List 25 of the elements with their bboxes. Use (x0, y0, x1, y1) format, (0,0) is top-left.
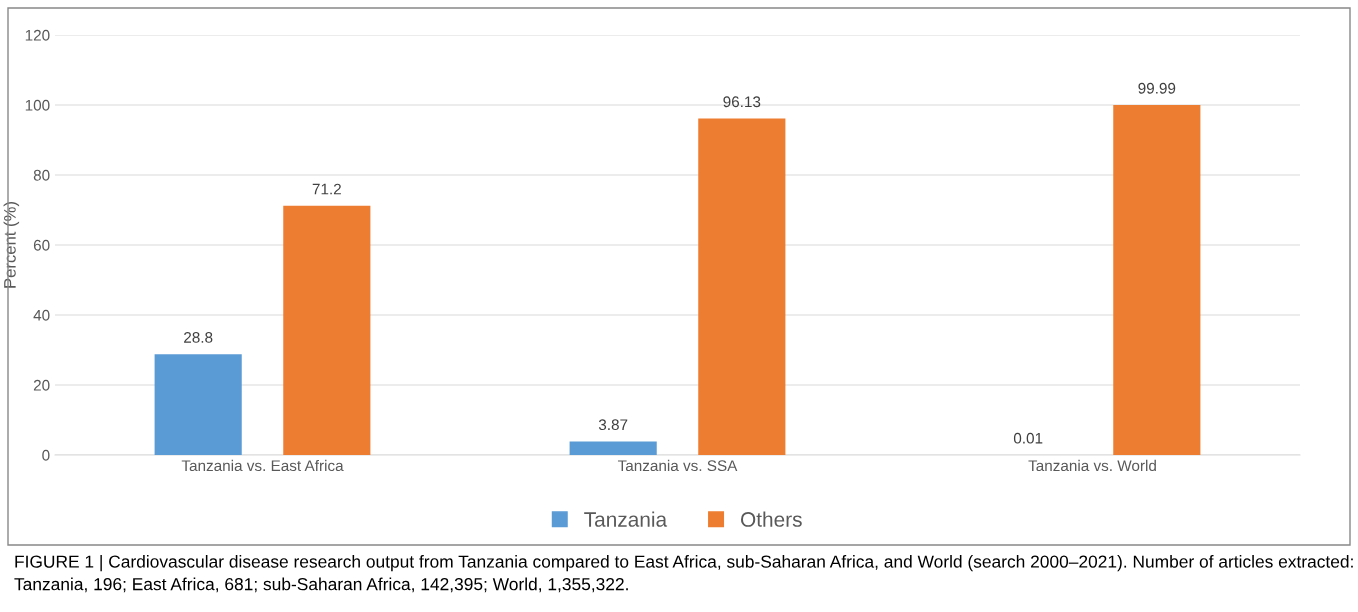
bar (569, 441, 657, 455)
data-label: 99.99 (1138, 82, 1176, 94)
x-tick-label: Tanzania vs. World (1028, 459, 1156, 472)
data-label: 3.87 (598, 419, 628, 431)
data-label: 0.01 (1013, 432, 1043, 444)
data-label: 28.8 (184, 332, 213, 343)
y-tick-label: 20 (33, 379, 50, 391)
caption: FIGURE 1 | Cardiovascular disease research output from Tanzania compared to East Africa, sub-Saharan Africa, and World (search 2000–2021). Number of articles extracted: Tanzania, 196; East Africa, 681; sub-Saharan Africa, 142,395; World, 1,355,322. (14, 555, 1353, 593)
y-tick-label: 80 (33, 169, 50, 181)
data-label: 71.2 (312, 183, 341, 195)
bar (698, 118, 786, 455)
bar (283, 205, 371, 455)
y-axis-title: Percent (%) (3, 202, 20, 288)
legend-label: Others (741, 511, 802, 527)
y-tick-label: 100 (25, 99, 50, 111)
data-label: 96.13 (723, 96, 761, 108)
bar (154, 354, 242, 455)
y-tick-label: 120 (25, 29, 50, 41)
x-tick-label: Tanzania vs. SSA (617, 459, 738, 472)
y-tick-label: 40 (33, 309, 50, 321)
y-tick-label: 60 (33, 239, 50, 251)
bar (1113, 105, 1201, 455)
x-tick-label: Tanzania vs. East Africa (181, 459, 344, 472)
y-tick-label: 0 (42, 449, 50, 461)
legend-label: Tanzania (584, 511, 668, 527)
